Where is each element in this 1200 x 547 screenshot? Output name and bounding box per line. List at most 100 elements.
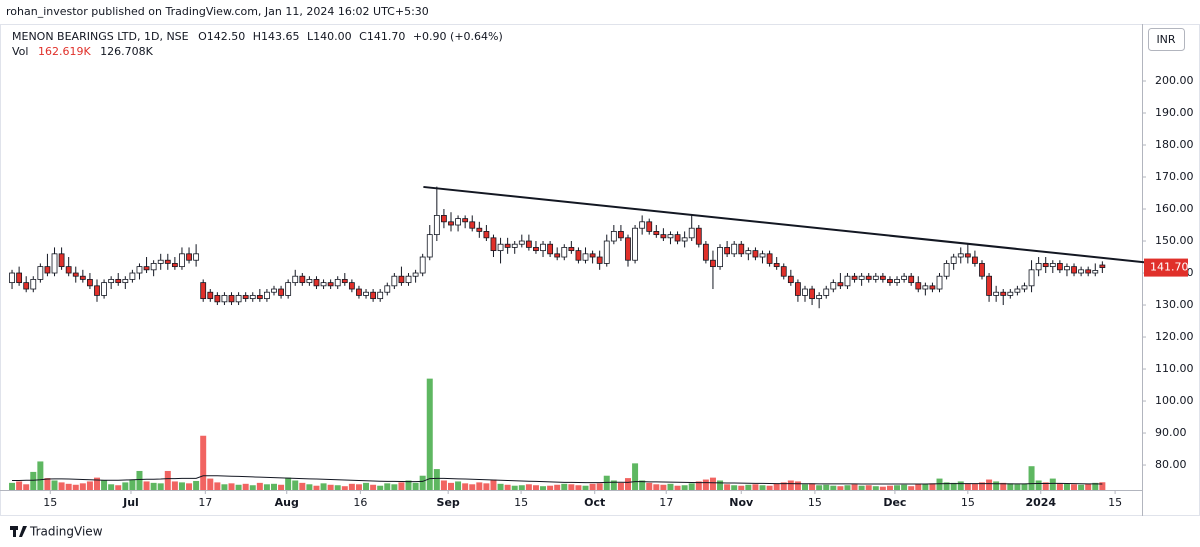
candle-body — [780, 266, 787, 277]
candle-body — [242, 295, 249, 300]
candle-body — [264, 291, 270, 300]
candle-body — [391, 275, 398, 287]
y-tick-label: 180.00 — [1155, 138, 1194, 151]
volume-label: Vol — [12, 45, 28, 58]
x-tick-label: Sep — [437, 496, 460, 509]
candle-body — [702, 243, 709, 261]
volume-bar — [363, 482, 370, 490]
volume-bar — [964, 483, 971, 490]
candle-body — [363, 291, 369, 296]
volume-bar — [978, 482, 985, 490]
volume-bar — [936, 478, 943, 490]
candle-body — [1035, 263, 1042, 271]
candle-body — [518, 240, 525, 245]
candle-body — [894, 279, 900, 284]
volume-bar — [447, 482, 454, 490]
candle-body — [879, 275, 886, 280]
volume-bar — [292, 480, 299, 490]
candle-body — [412, 272, 419, 277]
volume-bar — [1049, 478, 1056, 490]
candle-body — [292, 275, 299, 284]
candle-body — [844, 275, 851, 287]
x-tick-label: Dec — [883, 496, 906, 509]
volume-bar — [504, 484, 511, 490]
candle-body — [356, 288, 362, 296]
currency-box[interactable] — [1148, 28, 1185, 51]
x-tick-label: Jul — [122, 496, 139, 509]
candle-body — [1056, 263, 1063, 271]
candle-body — [44, 266, 51, 274]
volume-bar — [915, 484, 922, 490]
volume-ma-value: 126.708K — [100, 45, 153, 58]
candle-body — [51, 253, 58, 274]
candle-body — [809, 288, 815, 300]
candle-body — [773, 263, 780, 268]
candle-body — [603, 240, 610, 264]
candle-body — [830, 282, 837, 290]
candle-body — [23, 282, 30, 290]
volume-bar — [1063, 483, 1070, 490]
volume-bar — [497, 483, 504, 490]
volume-bar — [908, 486, 915, 490]
volume-bar — [122, 482, 129, 490]
volume-bar — [377, 485, 384, 490]
volume-bar — [794, 481, 801, 490]
candle-body — [943, 263, 950, 277]
volume-bar — [1028, 466, 1035, 490]
candle-body — [1007, 291, 1014, 296]
volume-bar — [667, 483, 674, 490]
volume-bar — [766, 485, 773, 490]
volume-bar — [851, 484, 858, 490]
candle-body — [660, 234, 667, 239]
candle-body — [865, 275, 872, 280]
candle-body — [150, 263, 157, 271]
volume-bar — [370, 484, 377, 490]
volume-bar — [270, 483, 277, 490]
candle-body — [476, 227, 483, 232]
candle-body — [285, 282, 292, 296]
candle-body — [710, 259, 716, 268]
candle-body — [908, 275, 915, 284]
volume-bar — [1085, 483, 1092, 490]
currency[interactable]: INR — [1156, 33, 1175, 46]
candle-body — [469, 221, 476, 229]
candle-body — [179, 253, 185, 268]
candle-body — [72, 272, 79, 277]
volume-bar — [455, 481, 462, 490]
y-tick-label: 100.00 — [1155, 394, 1194, 407]
volume-bar — [596, 483, 603, 490]
volume-bar — [639, 480, 646, 490]
volume-bar — [426, 378, 433, 490]
volume-bar — [143, 481, 150, 490]
candle-body — [504, 243, 511, 248]
close: C141.70 — [359, 30, 405, 43]
volume-bar — [632, 463, 639, 490]
candle-body — [462, 218, 469, 223]
candle-body — [887, 279, 893, 284]
x-tick-label: 17 — [659, 496, 673, 509]
candle-body — [929, 285, 936, 290]
candle-body — [688, 227, 695, 239]
candle-body — [787, 275, 794, 284]
volume-bar — [816, 485, 823, 490]
candle-body — [568, 247, 575, 252]
volume-bar — [115, 485, 122, 490]
candle-body — [186, 253, 192, 261]
volume-bar — [235, 484, 242, 490]
volume-bar — [809, 483, 816, 490]
logo-text: TradingView — [29, 525, 103, 539]
candle-body — [16, 272, 23, 284]
volume-bar — [263, 484, 270, 490]
volume-bar — [872, 486, 879, 490]
volume-bar — [865, 485, 872, 490]
volume-bar — [702, 479, 709, 490]
volume-bar — [221, 484, 228, 490]
candle-body — [1071, 266, 1077, 274]
candle-body — [341, 279, 348, 284]
candle-body — [419, 256, 426, 274]
volume-bar — [44, 478, 51, 490]
volume-bar — [724, 484, 731, 490]
candle-body — [299, 275, 306, 284]
candle-body — [455, 218, 461, 226]
